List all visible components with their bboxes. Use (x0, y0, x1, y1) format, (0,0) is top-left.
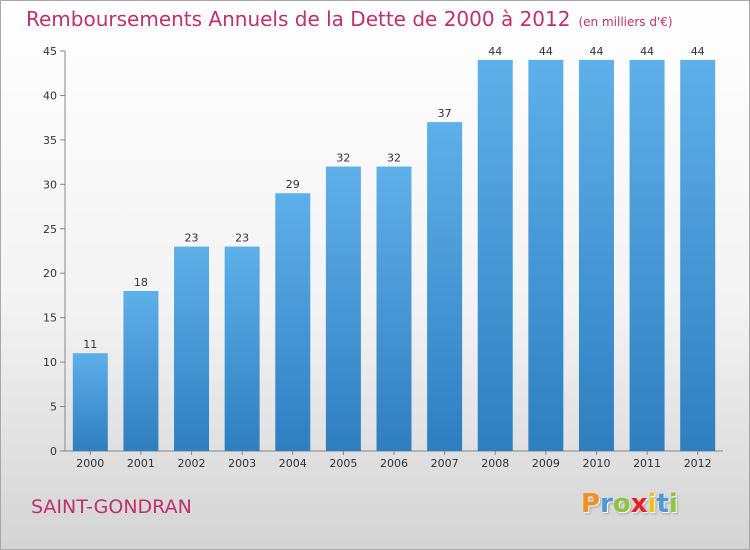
bar-value-label: 37 (438, 107, 452, 120)
title-unit: (en milliers d'€) (578, 15, 673, 29)
x-tick-label: 2012 (684, 457, 712, 470)
bar (680, 59, 716, 452)
y-tick-label: 35 (43, 134, 57, 147)
bar-value-label: 44 (691, 45, 705, 58)
bar (477, 59, 513, 452)
bar (224, 246, 260, 451)
y-tick-label: 30 (43, 178, 57, 191)
logo-letter: P (581, 489, 601, 519)
bar (578, 59, 614, 452)
bar-value-label: 11 (83, 338, 97, 351)
logo-letter: i (647, 489, 657, 519)
bar (275, 193, 311, 451)
logo-letter: x (630, 489, 648, 519)
logo-letter: t (656, 489, 669, 519)
bar (325, 166, 361, 452)
y-tick-label: 45 (43, 45, 57, 58)
y-tick-label: 40 (43, 89, 57, 102)
y-tick-label: 5 (50, 401, 57, 414)
bar-value-label: 44 (539, 45, 553, 58)
x-tick-label: 2011 (633, 457, 661, 470)
title-main: Remboursements Annuels de la Dette de 20… (26, 7, 571, 31)
x-tick-label: 2005 (329, 457, 357, 470)
commune-name: SAINT-GONDRAN (31, 496, 192, 518)
bar-value-label: 29 (286, 178, 300, 191)
bar (427, 122, 463, 451)
x-tick-label: 2002 (178, 457, 206, 470)
y-tick-label: 10 (43, 356, 57, 369)
x-tick-label: 2006 (380, 457, 408, 470)
bar (629, 59, 665, 452)
chart-title: Remboursements Annuels de la Dette de 20… (26, 7, 673, 31)
bar (174, 246, 210, 451)
bar-value-label: 44 (488, 45, 502, 58)
logo-letter: o (612, 489, 631, 519)
bar (528, 59, 564, 452)
bar-value-label: 23 (235, 232, 249, 245)
x-tick-label: 2010 (582, 457, 610, 470)
bar-value-label: 23 (185, 232, 199, 245)
axes: 0 5 10 15 20 25 30 35 40 45 2000 2001 2002 2003 2004 20… (43, 45, 723, 470)
bar (123, 291, 159, 451)
y-tick-label: 20 (43, 267, 57, 280)
proxiti-logo: Proxiti (581, 489, 678, 519)
x-tick-label: 2004 (279, 457, 307, 470)
x-tick-label: 2008 (481, 457, 509, 470)
logo-letter: r (600, 489, 613, 519)
bar (72, 353, 108, 451)
bar-value-label: 18 (134, 276, 148, 289)
x-tick-label: 2003 (228, 457, 256, 470)
x-tick-label: 2001 (127, 457, 155, 470)
bar (376, 166, 412, 452)
y-tick-label: 0 (50, 445, 57, 458)
x-tick-label: 2009 (532, 457, 560, 470)
logo-letter: i (668, 489, 678, 519)
y-tick-label: 15 (43, 312, 57, 325)
bar-value-label: 44 (589, 45, 603, 58)
bar-value-label: 44 (640, 45, 654, 58)
bar-value-label: 32 (336, 152, 350, 165)
y-tick-label: 25 (43, 223, 57, 236)
x-tick-label: 2007 (431, 457, 459, 470)
bars: 11 18 23 23 29 32 32 37 44 44 44 44 44 (72, 45, 716, 452)
bar-value-label: 32 (387, 152, 401, 165)
x-tick-label: 2000 (76, 457, 104, 470)
